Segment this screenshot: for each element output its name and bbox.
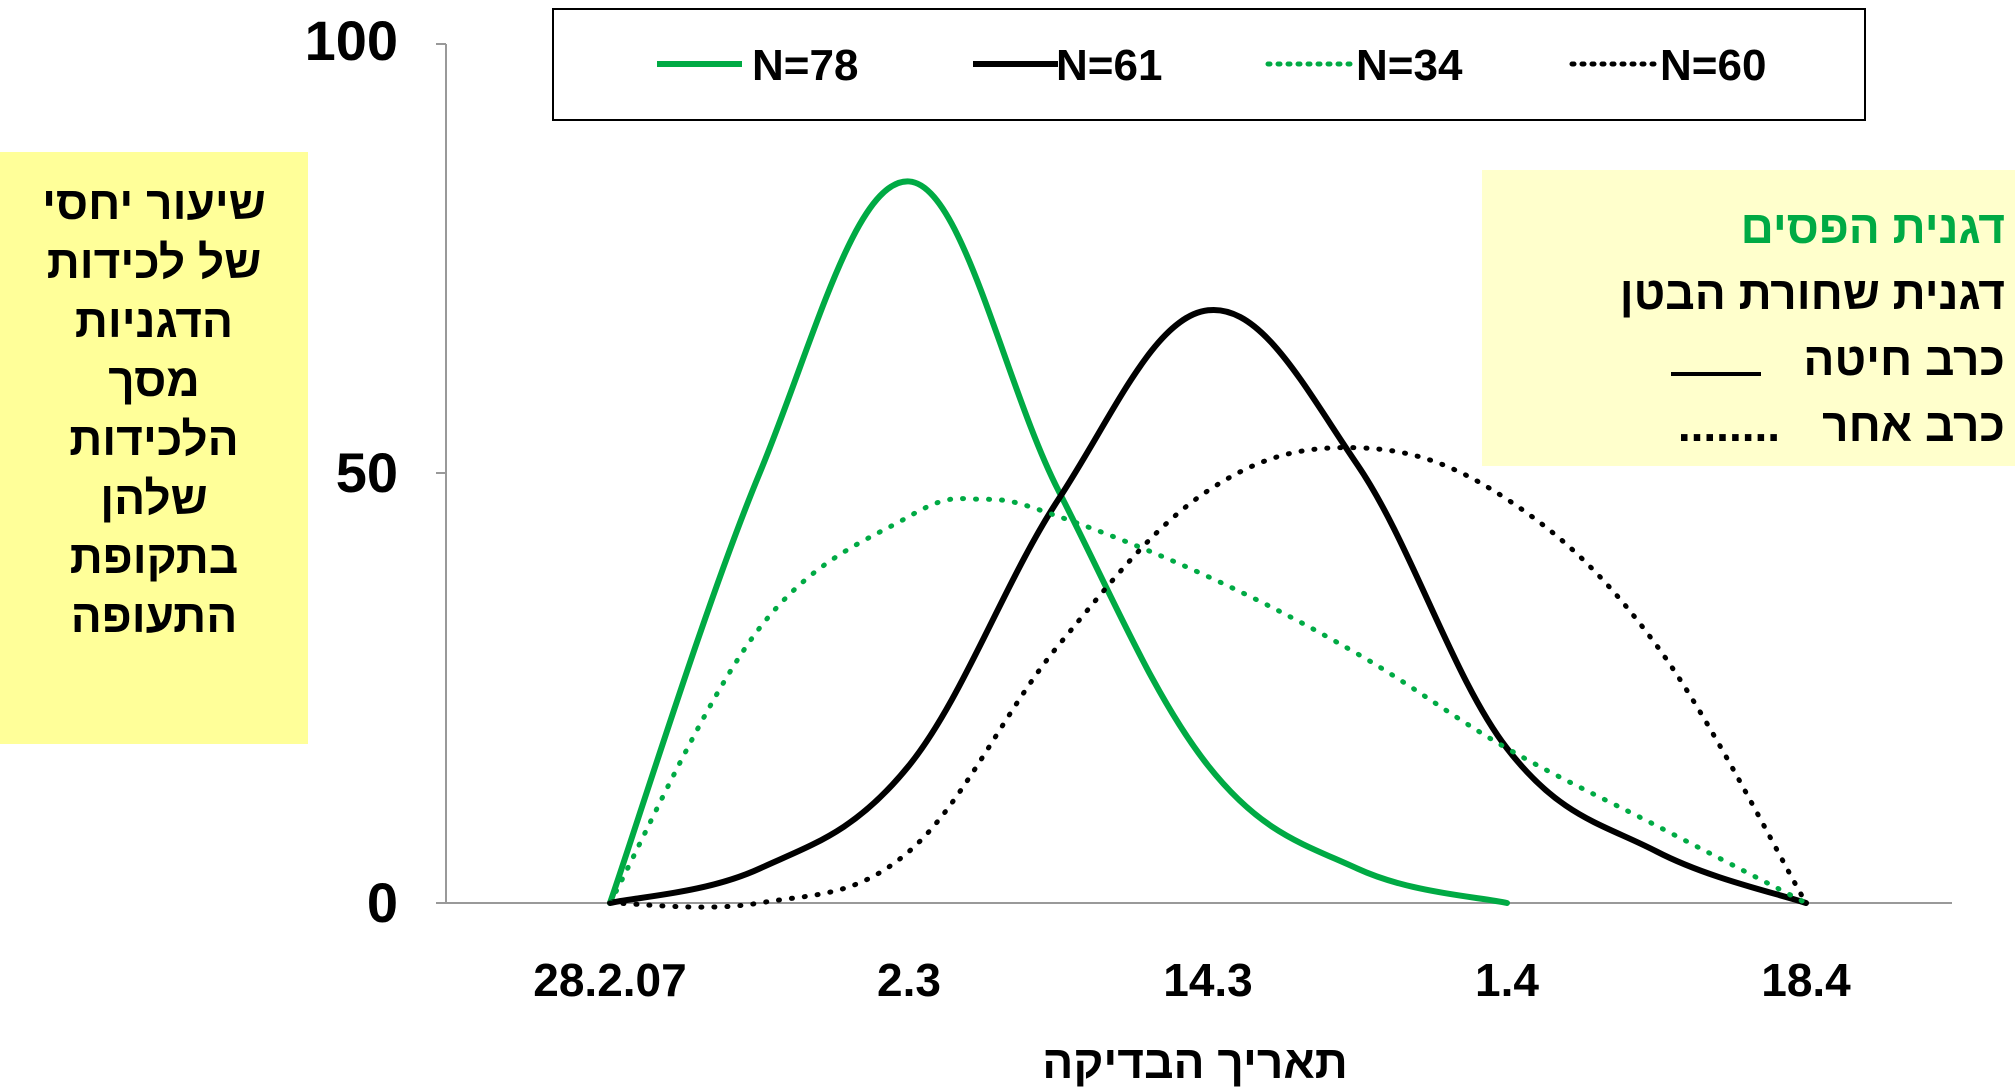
series-line-n61 bbox=[607, 307, 1809, 906]
series-line-n60 bbox=[607, 445, 1809, 910]
series-line-n34 bbox=[607, 496, 1809, 906]
x-tick-label: 1.4 bbox=[1475, 954, 1539, 1006]
key-dotted-habitat: כרב אחר ........ bbox=[1482, 392, 2005, 458]
y-axis-title-line: שיעור יחסי bbox=[42, 177, 266, 229]
key-black-label: דגנית שחורת הבטן bbox=[1619, 267, 2005, 319]
key-solid-habitat: כרב חיטה bbox=[1482, 326, 2005, 392]
key-dotted-marker: ........ bbox=[1677, 399, 1781, 451]
y-tick-label: 100 bbox=[305, 9, 398, 72]
species-key: דגנית הפסים דגנית שחורת הבטן כרב חיטה כר… bbox=[1482, 170, 2015, 466]
key-green-species: דגנית הפסים bbox=[1482, 194, 2005, 260]
key-dotted-label: כרב אחר bbox=[1822, 399, 2005, 451]
key-green-label: דגנית הפסים bbox=[1740, 201, 2005, 253]
y-axis-title: שיעור יחסי של לכידות הדגניות מסך הלכידות… bbox=[0, 152, 308, 744]
series-line-n78 bbox=[607, 178, 1510, 906]
y-axis-title-line: הלכידות bbox=[69, 413, 239, 465]
legend-label-n61: N=61 bbox=[1056, 41, 1162, 90]
y-tick-label: 50 bbox=[336, 441, 398, 504]
key-solid-line-sample bbox=[1671, 372, 1762, 376]
x-tick-label: 2.3 bbox=[877, 954, 941, 1006]
x-tick-label: 18.4 bbox=[1761, 954, 1851, 1006]
x-tick-label: 14.3 bbox=[1163, 954, 1253, 1006]
y-tick-label: 0 bbox=[367, 871, 398, 934]
x-tick-label: 28.2.07 bbox=[533, 954, 686, 1006]
x-axis-title: תאריך הבדיקה bbox=[1042, 1036, 1348, 1088]
key-solid-label: כרב חיטה bbox=[1803, 333, 2005, 385]
series-layer bbox=[607, 178, 1809, 910]
key-black-species: דגנית שחורת הבטן bbox=[1482, 260, 2005, 326]
y-axis-title-line: מסך bbox=[108, 354, 200, 406]
y-axis-title-line: הדגניות bbox=[74, 295, 234, 347]
legend-label-n34: N=34 bbox=[1356, 41, 1463, 90]
y-axis-title-line: התעופה bbox=[70, 590, 238, 642]
y-axis-title-line: של לכידות bbox=[46, 236, 262, 288]
y-axis-title-line: בתקופת bbox=[69, 531, 239, 583]
legend-label-n60: N=60 bbox=[1660, 41, 1766, 90]
y-axis-title-line: שלהן bbox=[100, 472, 208, 524]
legend-label-n78: N=78 bbox=[752, 41, 858, 90]
